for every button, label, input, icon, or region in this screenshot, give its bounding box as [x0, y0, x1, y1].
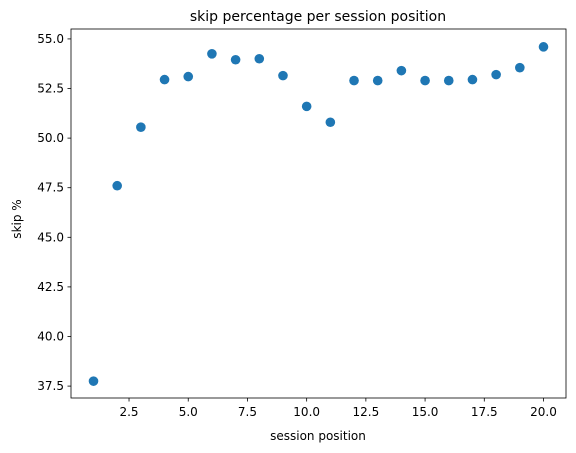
x-tick-label: 5.0	[179, 405, 198, 419]
y-tick-label: 55.0	[37, 32, 64, 46]
data-point-12	[349, 75, 359, 86]
data-point-7	[230, 54, 241, 65]
data-point-3	[136, 122, 146, 132]
x-tick-label: 7.5	[238, 405, 257, 419]
chart-title: skip percentage per session position	[190, 9, 446, 25]
data-point-16	[443, 75, 454, 86]
x-tick-label: 2.5	[119, 405, 138, 419]
data-point-14	[396, 65, 407, 76]
x-tick-label: 12.5	[353, 405, 380, 419]
x-tick-label: 15.0	[412, 405, 439, 419]
data-point-8	[254, 53, 265, 64]
y-tick-label: 50.0	[37, 131, 64, 145]
data-point-9	[278, 70, 288, 81]
y-axis-label: skip %	[10, 199, 24, 238]
y-tick-label: 40.0	[37, 330, 64, 344]
data-point-1	[88, 376, 99, 386]
data-point-20	[538, 42, 549, 52]
x-tick-label: 10.0	[293, 405, 320, 419]
y-tick-label: 42.5	[37, 280, 64, 294]
data-point-13	[372, 75, 383, 86]
y-tick-label: 37.5	[37, 379, 64, 393]
x-axis-label: session position	[270, 429, 366, 443]
data-point-18	[491, 69, 501, 80]
x-tick-label: 17.5	[471, 405, 498, 419]
data-point-17	[467, 74, 478, 85]
data-point-6	[207, 49, 217, 59]
data-point-11	[325, 117, 336, 128]
y-tick-label: 45.0	[37, 230, 64, 244]
y-tick-label: 52.5	[37, 82, 64, 96]
data-point-2	[112, 180, 122, 191]
data-point-10	[301, 101, 312, 112]
data-point-15	[420, 75, 430, 86]
axes-frame	[70, 28, 567, 399]
data-point-5	[183, 71, 194, 82]
plot-area: 2.5 5.0 7.5 10.0 12.5 15.0 17.5 20.0 37.5 40.0 42.…	[37, 28, 567, 419]
x-tick-label: 20.0	[530, 405, 557, 419]
y-tick-label: 47.5	[37, 181, 64, 195]
data-point-4	[159, 74, 170, 85]
data-point-19	[515, 62, 525, 73]
